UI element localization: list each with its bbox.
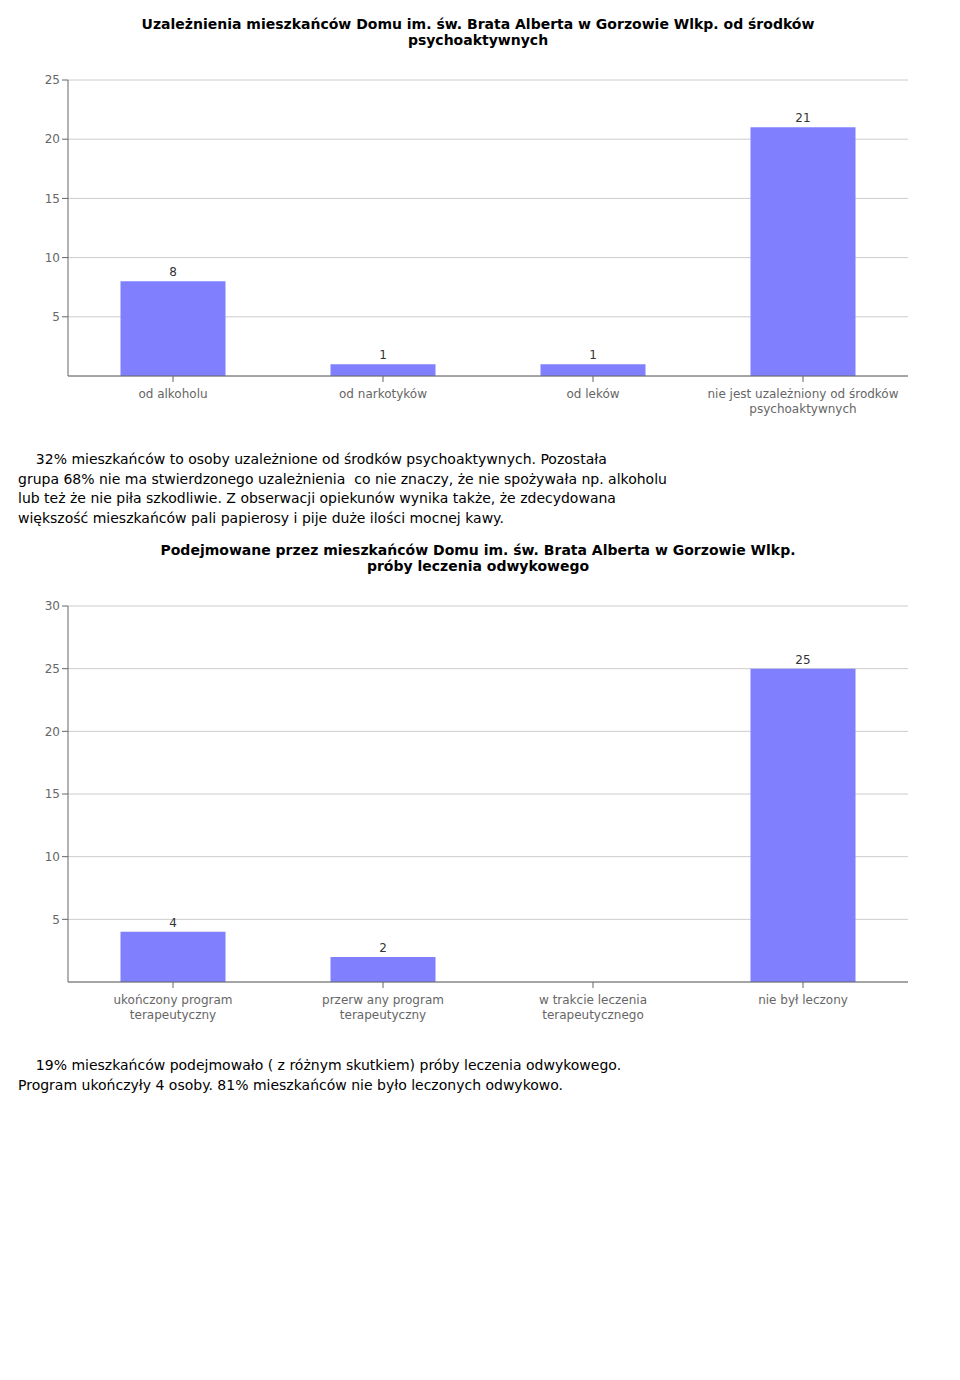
svg-text:21: 21 <box>795 111 810 125</box>
svg-text:25: 25 <box>45 73 60 87</box>
svg-text:ukończony programterapeutyczny: ukończony programterapeutyczny <box>113 993 232 1022</box>
svg-text:10: 10 <box>45 251 60 265</box>
svg-text:przerw any programterapeutyczn: przerw any programterapeutyczny <box>322 993 444 1022</box>
html-text:Podejmowane przez mieszkańców: Podejmowane przez mieszkańców Domu im. ś… <box>160 542 796 575</box>
html-text:Uzależnienia mieszkańców Domu: Uzależnienia mieszkańców Domu im. św. Br… <box>141 16 815 48</box>
svg-text:20: 20 <box>45 725 60 739</box>
svg-text:2: 2 <box>379 941 387 955</box>
svg-text:15: 15 <box>45 788 60 802</box>
svg-text:5: 5 <box>52 913 60 927</box>
svg-text:od leków: od leków <box>566 387 619 401</box>
svg-text:w trakcie leczeniaterapeutyczn: w trakcie leczeniaterapeutycznego <box>539 993 647 1022</box>
svg-text:30: 30 <box>45 600 60 614</box>
svg-text:1: 1 <box>379 348 387 362</box>
svg-text:4: 4 <box>169 916 177 930</box>
svg-text:8: 8 <box>169 265 177 279</box>
svg-text:od alkoholu: od alkoholu <box>138 387 207 401</box>
svg-text:25: 25 <box>45 662 60 676</box>
svg-text:1: 1 <box>589 348 597 362</box>
html-text:32% mieszkańców to osoby uzale: 32% mieszkańców to osoby uzależnione od … <box>18 451 667 526</box>
svg-text:5: 5 <box>52 310 60 324</box>
svg-text:od narkotyków: od narkotyków <box>339 387 427 401</box>
svg-text:10: 10 <box>45 850 60 864</box>
svg-text:15: 15 <box>45 192 60 206</box>
svg-text:nie był leczony: nie był leczony <box>758 993 848 1007</box>
html-text:19% mieszkańców podejmowało (: 19% mieszkańców podejmowało ( z różnym s… <box>18 1057 622 1093</box>
svg-text:nie jest uzależniony od środkó: nie jest uzależniony od środkówpsychoakt… <box>707 387 898 416</box>
svg-text:25: 25 <box>795 653 810 667</box>
svg-text:20: 20 <box>45 132 60 146</box>
